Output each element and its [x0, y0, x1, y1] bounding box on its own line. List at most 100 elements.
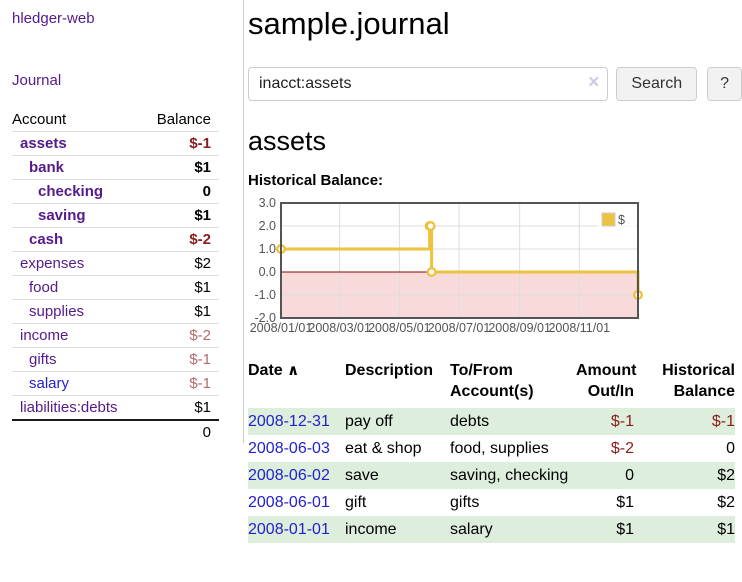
accounts-header-account: Account — [12, 111, 67, 128]
account-link[interactable]: assets — [20, 135, 67, 152]
brand-link[interactable]: hledger-web — [12, 10, 95, 27]
register-row: 2008-06-02 save saving, checking 0 $2 — [248, 462, 735, 489]
account-balance: $1 — [142, 275, 219, 300]
register-header-accounts: To/From Account(s) — [450, 362, 534, 400]
svg-text:2.0: 2.0 — [259, 219, 276, 233]
legend-swatch — [601, 212, 616, 227]
help-button[interactable]: ? — [707, 67, 742, 101]
transaction-amount: $-1 — [610, 413, 634, 430]
accounts-total-row: 0 — [12, 419, 219, 444]
account-row: salary $-1 — [12, 371, 219, 396]
svg-text:$: $ — [618, 213, 625, 227]
transaction-description: income — [345, 521, 397, 538]
svg-text:2008/11/01: 2008/11/01 — [548, 321, 610, 335]
account-row: income $-2 — [12, 323, 219, 348]
svg-text:2008/05/01: 2008/05/01 — [368, 321, 431, 335]
account-balance: $2 — [142, 251, 219, 276]
register-header-description: Description — [345, 362, 434, 379]
search-button[interactable]: Search — [616, 67, 698, 101]
register-row: 2008-12-31 pay off debts $-1 $-1 — [248, 408, 735, 435]
account-link[interactable]: cash — [29, 231, 64, 248]
sidebar: hledger-web Journal Account Balance asse… — [0, 0, 244, 444]
transaction-balance: 0 — [726, 440, 735, 457]
accounts-table-body: assets $-1 bank $1 checking 0 saving $1 … — [12, 131, 219, 420]
account-link[interactable]: bank — [29, 159, 65, 176]
account-title: assets — [248, 126, 327, 156]
register-row: 2008-06-01 gift gifts $1 $2 — [248, 489, 735, 516]
register-row: 2008-06-03 eat & shop food, supplies $-2… — [248, 435, 735, 462]
transaction-amount: 0 — [625, 467, 634, 484]
account-link[interactable]: checking — [38, 183, 104, 200]
account-row: gifts $-1 — [12, 347, 219, 372]
account-balance: $1 — [142, 395, 219, 420]
register-header-amount: Amount Out/In — [576, 362, 637, 400]
account-row: assets $-1 — [12, 131, 219, 156]
transaction-accounts: gifts — [450, 494, 480, 511]
transaction-date-link[interactable]: 2008-06-02 — [248, 467, 330, 484]
svg-text:0.0: 0.0 — [259, 265, 276, 279]
account-balance: $-1 — [142, 131, 219, 156]
clear-search-icon[interactable]: × — [588, 72, 600, 93]
transaction-date-link[interactable]: 2008-01-01 — [248, 521, 330, 538]
account-link[interactable]: liabilities:debts — [20, 399, 118, 416]
brand: hledger-web — [12, 10, 231, 28]
transaction-amount: $-2 — [610, 440, 634, 457]
svg-text:-1.0: -1.0 — [254, 288, 276, 302]
account-row: saving $1 — [12, 203, 219, 228]
account-balance: $1 — [142, 155, 219, 180]
account-row: cash $-2 — [12, 227, 219, 252]
transaction-balance: $2 — [717, 467, 735, 484]
svg-text:2008/01/01: 2008/01/01 — [250, 321, 313, 335]
register-header-row: Date ∧ Description To/From Account(s) Am… — [248, 358, 735, 408]
accounts-header-balance: Balance — [156, 111, 211, 128]
transaction-accounts: saving, checking — [450, 467, 569, 484]
sidebar-nav: Journal — [12, 72, 231, 90]
transaction-date-link[interactable]: 2008-12-31 — [248, 413, 330, 430]
search-input[interactable] — [248, 67, 609, 101]
register-header-date[interactable]: Date ∧ — [248, 362, 300, 379]
account-row: supplies $1 — [12, 299, 219, 324]
register-table-body: 2008-12-31 pay off debts $-1 $-1 2008-06… — [248, 408, 735, 543]
main-content: sample.journal × Search ? assets Histori… — [248, 0, 742, 543]
register-header-balance: Historical Balance — [662, 362, 735, 400]
account-balance: $-1 — [142, 371, 219, 396]
transaction-balance: $1 — [717, 521, 735, 538]
account-balance: $-1 — [142, 347, 219, 372]
page-title: sample.journal — [248, 6, 450, 41]
transaction-accounts: debts — [450, 413, 490, 430]
account-row: bank $1 — [12, 155, 219, 180]
register-row: 2008-01-01 income salary $1 $1 — [248, 516, 735, 543]
account-row: liabilities:debts $1 — [12, 395, 219, 420]
transaction-balance: $2 — [717, 494, 735, 511]
account-link[interactable]: food — [29, 279, 59, 296]
chart-section-label: Historical Balance: — [248, 172, 384, 189]
account-link[interactable]: expenses — [20, 255, 85, 272]
account-link[interactable]: gifts — [29, 351, 57, 368]
account-balance: $1 — [142, 299, 219, 324]
search-input-wrap: × — [248, 67, 609, 101]
register-table: Date ∧ Description To/From Account(s) Am… — [248, 358, 735, 543]
sidebar-item-journal[interactable]: Journal — [12, 72, 62, 89]
transaction-description: eat & shop — [345, 440, 422, 457]
svg-text:2008/07/01: 2008/07/01 — [428, 321, 491, 335]
transaction-description: gift — [345, 494, 367, 511]
transaction-amount: $1 — [616, 521, 634, 538]
account-link[interactable]: income — [20, 327, 69, 344]
historical-balance-chart: 3.0 2.0 1.0 0.0 -1.0 -2.0 2008/01/01 2008/03/01… — [248, 196, 646, 337]
svg-text:2008/03/01: 2008/03/01 — [308, 321, 371, 335]
svg-text:2008/09/01: 2008/09/01 — [488, 321, 551, 335]
transaction-accounts: salary — [450, 521, 493, 538]
accounts-total-value: 0 — [142, 419, 219, 444]
account-row: checking 0 — [12, 179, 219, 204]
account-link[interactable]: supplies — [29, 303, 85, 320]
transaction-amount: $1 — [616, 494, 634, 511]
account-balance: $1 — [142, 203, 219, 228]
accounts-table: Account Balance assets $-1 bank $1 check… — [12, 109, 219, 444]
account-row: expenses $2 — [12, 251, 219, 276]
account-link[interactable]: salary — [29, 375, 70, 392]
account-balance: $-2 — [142, 323, 219, 348]
sort-asc-icon: ∧ — [287, 362, 300, 379]
account-link[interactable]: saving — [38, 207, 86, 224]
transaction-date-link[interactable]: 2008-06-01 — [248, 494, 330, 511]
transaction-date-link[interactable]: 2008-06-03 — [248, 440, 330, 457]
